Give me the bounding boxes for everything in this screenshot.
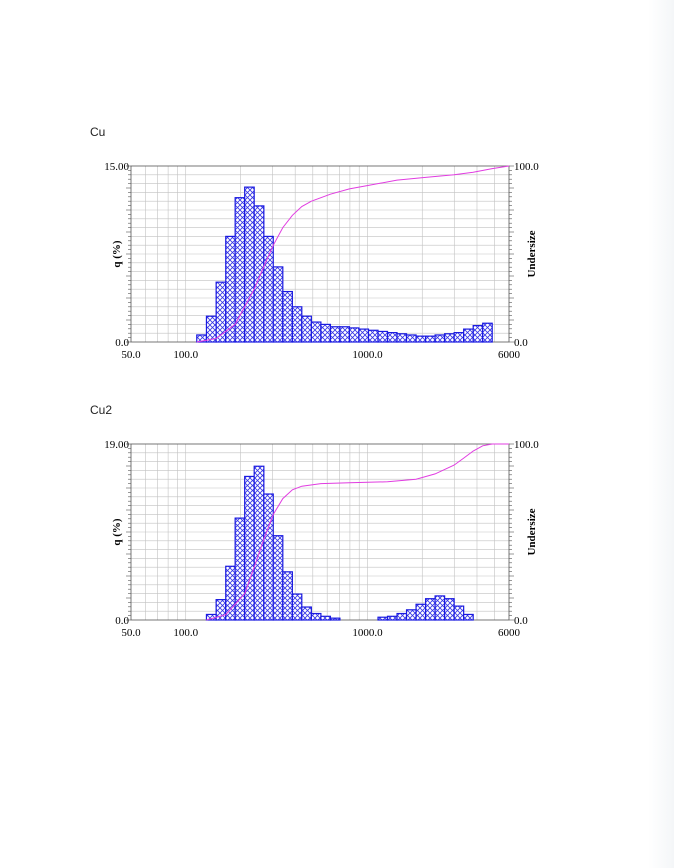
- histogram-bar: [272, 266, 284, 343]
- x-tick-label: 1000.0: [352, 349, 383, 361]
- cumulative-undersize-line: [206, 443, 509, 621]
- chart-panel-cu2: Cu2 50.0100.01000.060000.019.000.0100.0D…: [0, 398, 674, 648]
- histogram-bar: [329, 326, 341, 343]
- histogram-bar: [367, 329, 379, 343]
- chart-panel-cu: Cu 50.0100.01000.060000.015.000.0100.0Di…: [0, 120, 674, 370]
- histogram-bar: [291, 593, 303, 621]
- histogram-bar: [434, 334, 446, 343]
- histogram-bar: [263, 493, 274, 621]
- histogram-bars: [205, 465, 474, 621]
- histogram-bar: [434, 595, 446, 621]
- histogram-bar: [310, 321, 322, 343]
- histogram-bar: [272, 535, 284, 621]
- histogram-bar: [320, 615, 332, 621]
- chart-title: Cu2: [90, 403, 113, 417]
- histogram-bar: [291, 306, 303, 343]
- y2-axis-label: Undersize: [526, 230, 538, 277]
- histogram-bar: [329, 617, 341, 621]
- histogram-bar: [453, 605, 465, 621]
- histogram-bars: [196, 186, 493, 343]
- x-tick-label: 50.0: [121, 349, 141, 361]
- histogram-bar: [348, 327, 360, 343]
- histogram-bar: [396, 333, 408, 343]
- histogram-bar: [424, 335, 436, 343]
- histogram-bar: [424, 598, 436, 621]
- histogram-bar: [234, 197, 246, 343]
- histogram-bar: [415, 603, 427, 621]
- histogram-bar: [444, 333, 455, 343]
- histogram-bar: [225, 565, 236, 621]
- histogram-bar: [225, 235, 236, 343]
- y2-tick-label: 0.0: [514, 615, 528, 627]
- x-tick-label: 50.0: [121, 627, 141, 639]
- x-tick-label: 6000: [498, 349, 521, 361]
- grid: [131, 444, 509, 620]
- x-tick-label: 1000.0: [352, 627, 383, 639]
- histogram-bar: [472, 324, 484, 343]
- grid: [131, 166, 509, 342]
- histogram-bar: [463, 328, 474, 343]
- y-tick-label: 0.0: [115, 337, 129, 349]
- histogram-bar: [234, 517, 246, 621]
- histogram-bar: [415, 335, 427, 343]
- histogram-bar: [386, 332, 398, 343]
- axis-ticks: [126, 165, 514, 343]
- histogram-bar: [244, 186, 255, 343]
- histogram-bar: [405, 334, 417, 343]
- histogram-bar: [282, 571, 293, 621]
- y2-axis-label: Undersize: [526, 508, 538, 555]
- histogram-bar: [444, 598, 455, 621]
- histogram-bar: [301, 315, 312, 343]
- x-axis-label: Diameter (nm): [295, 647, 364, 648]
- histogram-bar: [263, 235, 274, 343]
- y-tick-label: 19.00: [104, 439, 129, 451]
- histogram-bar: [320, 323, 332, 343]
- histogram-bar: [310, 612, 322, 621]
- y2-tick-label: 100.0: [514, 439, 539, 451]
- psd-chart-cu2: 50.0100.01000.060000.019.000.0100.0Diame…: [104, 439, 539, 648]
- y-axis-label: q (%): [111, 518, 123, 546]
- histogram-bar: [358, 328, 370, 343]
- y2-tick-label: 0.0: [514, 337, 528, 349]
- y-tick-label: 15.00: [104, 161, 129, 173]
- histogram-bar: [377, 330, 389, 343]
- chart-title: Cu: [90, 125, 106, 139]
- histogram-bar: [386, 615, 398, 621]
- histogram-bar: [253, 205, 265, 343]
- histogram-bar: [453, 332, 465, 343]
- x-axis-label: Diameter (nm): [295, 369, 364, 370]
- y2-tick-label: 100.0: [514, 161, 539, 173]
- histogram-bar: [396, 612, 408, 621]
- histogram-bar: [377, 616, 389, 621]
- histogram-bar: [405, 609, 417, 621]
- histogram-bar: [244, 475, 255, 621]
- histogram-bar: [339, 326, 351, 343]
- psd-chart-cu: 50.0100.01000.060000.015.000.0100.0Diame…: [104, 161, 539, 370]
- cumulative-undersize-line: [196, 165, 510, 343]
- x-tick-label: 100.0: [173, 627, 198, 639]
- histogram-bar: [282, 290, 293, 343]
- histogram-bar: [482, 322, 493, 343]
- y-tick-label: 0.0: [115, 615, 129, 627]
- histogram-bar: [205, 315, 217, 343]
- histogram-bar: [301, 606, 312, 621]
- histogram-bar: [463, 613, 474, 621]
- y-axis-label: q (%): [111, 240, 123, 268]
- x-tick-label: 100.0: [173, 349, 198, 361]
- axis-ticks: [126, 443, 514, 621]
- x-tick-label: 6000: [498, 627, 521, 639]
- page-edge-shadow: [648, 0, 674, 868]
